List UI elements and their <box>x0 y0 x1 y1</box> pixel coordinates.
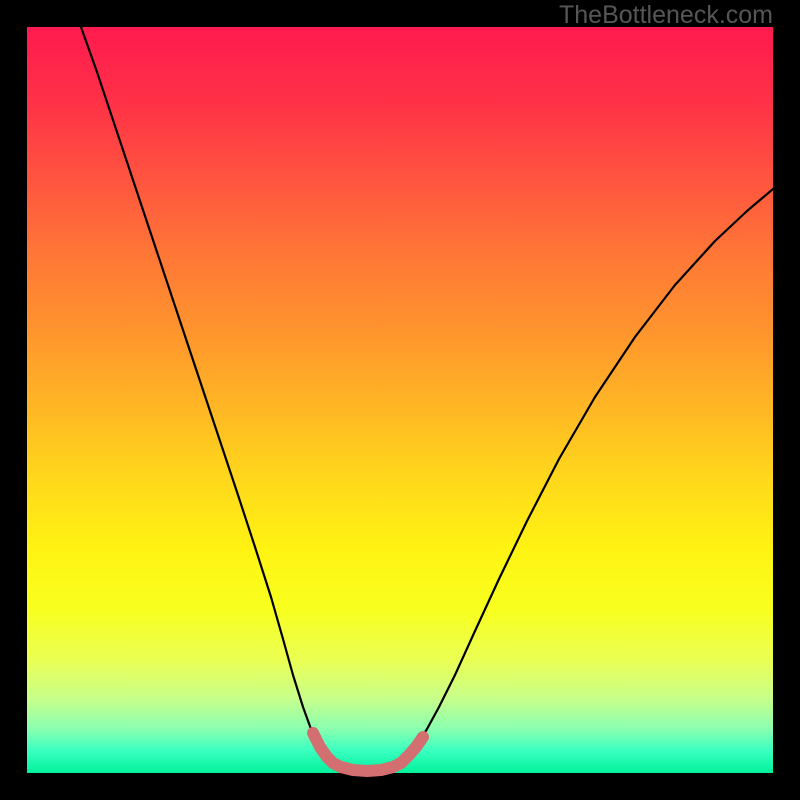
chart-frame: TheBottleneck.com <box>0 0 800 800</box>
watermark-text: TheBottleneck.com <box>559 3 773 28</box>
chart-svg <box>0 0 800 800</box>
gradient-background <box>27 27 773 773</box>
